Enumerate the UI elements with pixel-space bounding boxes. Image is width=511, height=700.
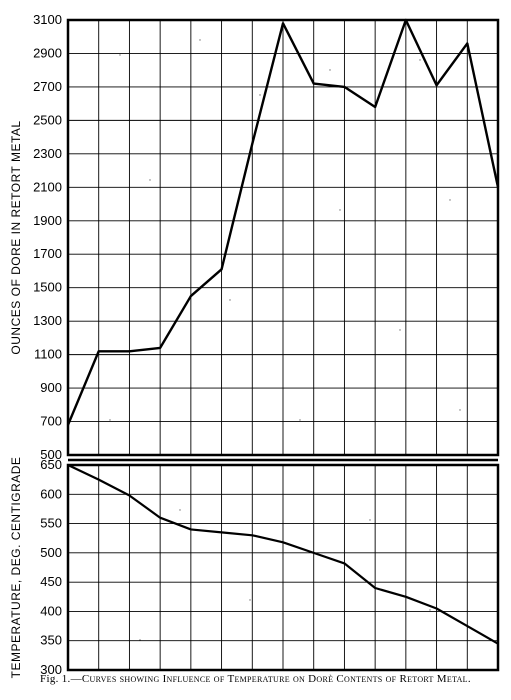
svg-text:900: 900 bbox=[40, 380, 62, 395]
caption-main: Curves showing Influence of Temperature … bbox=[82, 673, 471, 685]
top-chart-ylabel: OUNCES OF DORE IN RETORT METAL bbox=[9, 120, 23, 354]
svg-text:1900: 1900 bbox=[33, 213, 62, 228]
svg-text:1500: 1500 bbox=[33, 280, 62, 295]
svg-text:1300: 1300 bbox=[33, 313, 62, 328]
figure-caption: Fig. 1.—Curves showing Influence of Temp… bbox=[0, 673, 511, 686]
svg-text:350: 350 bbox=[40, 633, 62, 648]
svg-text:2900: 2900 bbox=[33, 45, 62, 60]
svg-text:1700: 1700 bbox=[33, 246, 62, 261]
svg-text:600: 600 bbox=[40, 486, 62, 501]
svg-text:1100: 1100 bbox=[34, 347, 62, 362]
svg-text:2500: 2500 bbox=[33, 112, 62, 127]
svg-text:450: 450 bbox=[40, 574, 62, 589]
svg-text:500: 500 bbox=[40, 545, 62, 560]
svg-text:3100: 3100 bbox=[33, 12, 62, 27]
svg-text:2700: 2700 bbox=[33, 79, 62, 94]
svg-text:650: 650 bbox=[40, 457, 62, 472]
bottom-chart-ylabel: TEMPERATURE, DEG. CENTIGRADE bbox=[9, 457, 23, 679]
svg-text:400: 400 bbox=[40, 603, 62, 618]
svg-text:550: 550 bbox=[40, 516, 62, 531]
caption-lead: Fig. 1.— bbox=[40, 673, 82, 685]
chart-svg: 500 700 900 1100 1300 1500 1700 1900 2100 2300 250… bbox=[0, 0, 511, 700]
figure-container: 500 700 900 1100 1300 1500 1700 1900 2100 2300 250… bbox=[0, 0, 511, 700]
svg-text:700: 700 bbox=[40, 414, 62, 429]
svg-text:2100: 2100 bbox=[33, 179, 62, 194]
svg-text:2300: 2300 bbox=[33, 146, 62, 161]
